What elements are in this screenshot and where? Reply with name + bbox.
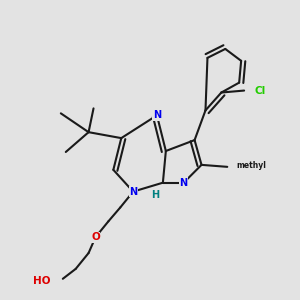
Text: H: H — [151, 190, 159, 200]
Text: N: N — [153, 110, 161, 120]
Text: O: O — [91, 232, 100, 242]
Text: Cl: Cl — [254, 85, 265, 96]
Text: N: N — [180, 178, 188, 188]
Text: HO: HO — [33, 276, 51, 286]
Text: N: N — [129, 187, 137, 196]
Text: methyl: methyl — [236, 161, 266, 170]
